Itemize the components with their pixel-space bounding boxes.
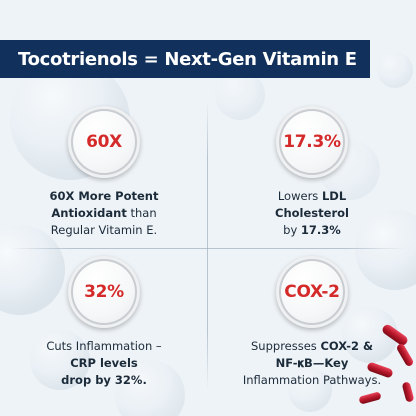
desc-bold: 60X More Potent	[49, 189, 159, 203]
desc-text: Regular Vitamin E.	[50, 223, 158, 237]
desc-bold: NF-𝛋B—Key	[275, 356, 349, 370]
desc-bold: COX-2 &	[320, 339, 373, 353]
desc-text: Lowers	[277, 189, 322, 203]
desc-text: Suppresses	[251, 339, 321, 353]
desc-text: Cuts Inflammation –	[46, 339, 162, 353]
stat-description: Lowers LDL Cholesterol by 17.3%	[275, 188, 349, 239]
desc-bold: CRP levels	[70, 356, 138, 370]
stat-card-cox2: COX-2 Suppresses COX-2 & NF-𝛋B—Key Infla…	[208, 256, 416, 389]
desc-bold: Cholesterol	[275, 206, 349, 220]
stat-value: 17.3%	[283, 132, 341, 152]
stat-badge: 17.3%	[276, 106, 348, 178]
stat-value: 32%	[84, 282, 124, 302]
stat-value: COX-2	[284, 282, 340, 302]
stat-badge: 32%	[68, 256, 140, 328]
stat-badge: 60X	[68, 106, 140, 178]
capsule-pills	[382, 324, 408, 346]
stat-card-inflammation: 32% Cuts Inflammation – CRP levels drop …	[0, 256, 208, 389]
stat-card-antioxidant: 60X 60X More Potent Antioxidant than Reg…	[0, 106, 208, 239]
stat-description: Cuts Inflammation – CRP levels drop by 3…	[46, 338, 161, 389]
stat-badge: COX-2	[276, 256, 348, 328]
stat-description: Suppresses COX-2 & NF-𝛋B—Key Inflammatio…	[243, 338, 381, 389]
desc-bold: drop by 32%.	[61, 373, 147, 387]
title-banner: Tocotrienols = Next-Gen Vitamin E	[0, 40, 370, 78]
desc-text: Inflammation Pathways.	[242, 373, 382, 387]
desc-bold: 17.3%	[300, 223, 341, 237]
vertical-divider	[207, 100, 208, 390]
desc-bold: Antioxidant	[51, 206, 127, 220]
page-title: Tocotrienols = Next-Gen Vitamin E	[18, 48, 357, 70]
horizontal-divider	[10, 248, 406, 249]
stat-description: 60X More Potent Antioxidant than Regular…	[49, 188, 158, 239]
desc-text: than	[126, 206, 157, 220]
stat-value: 60X	[86, 132, 122, 152]
stat-card-ldl: 17.3% Lowers LDL Cholesterol by 17.3%	[208, 106, 416, 239]
desc-text: by	[283, 223, 301, 237]
desc-bold: LDL	[321, 189, 347, 203]
